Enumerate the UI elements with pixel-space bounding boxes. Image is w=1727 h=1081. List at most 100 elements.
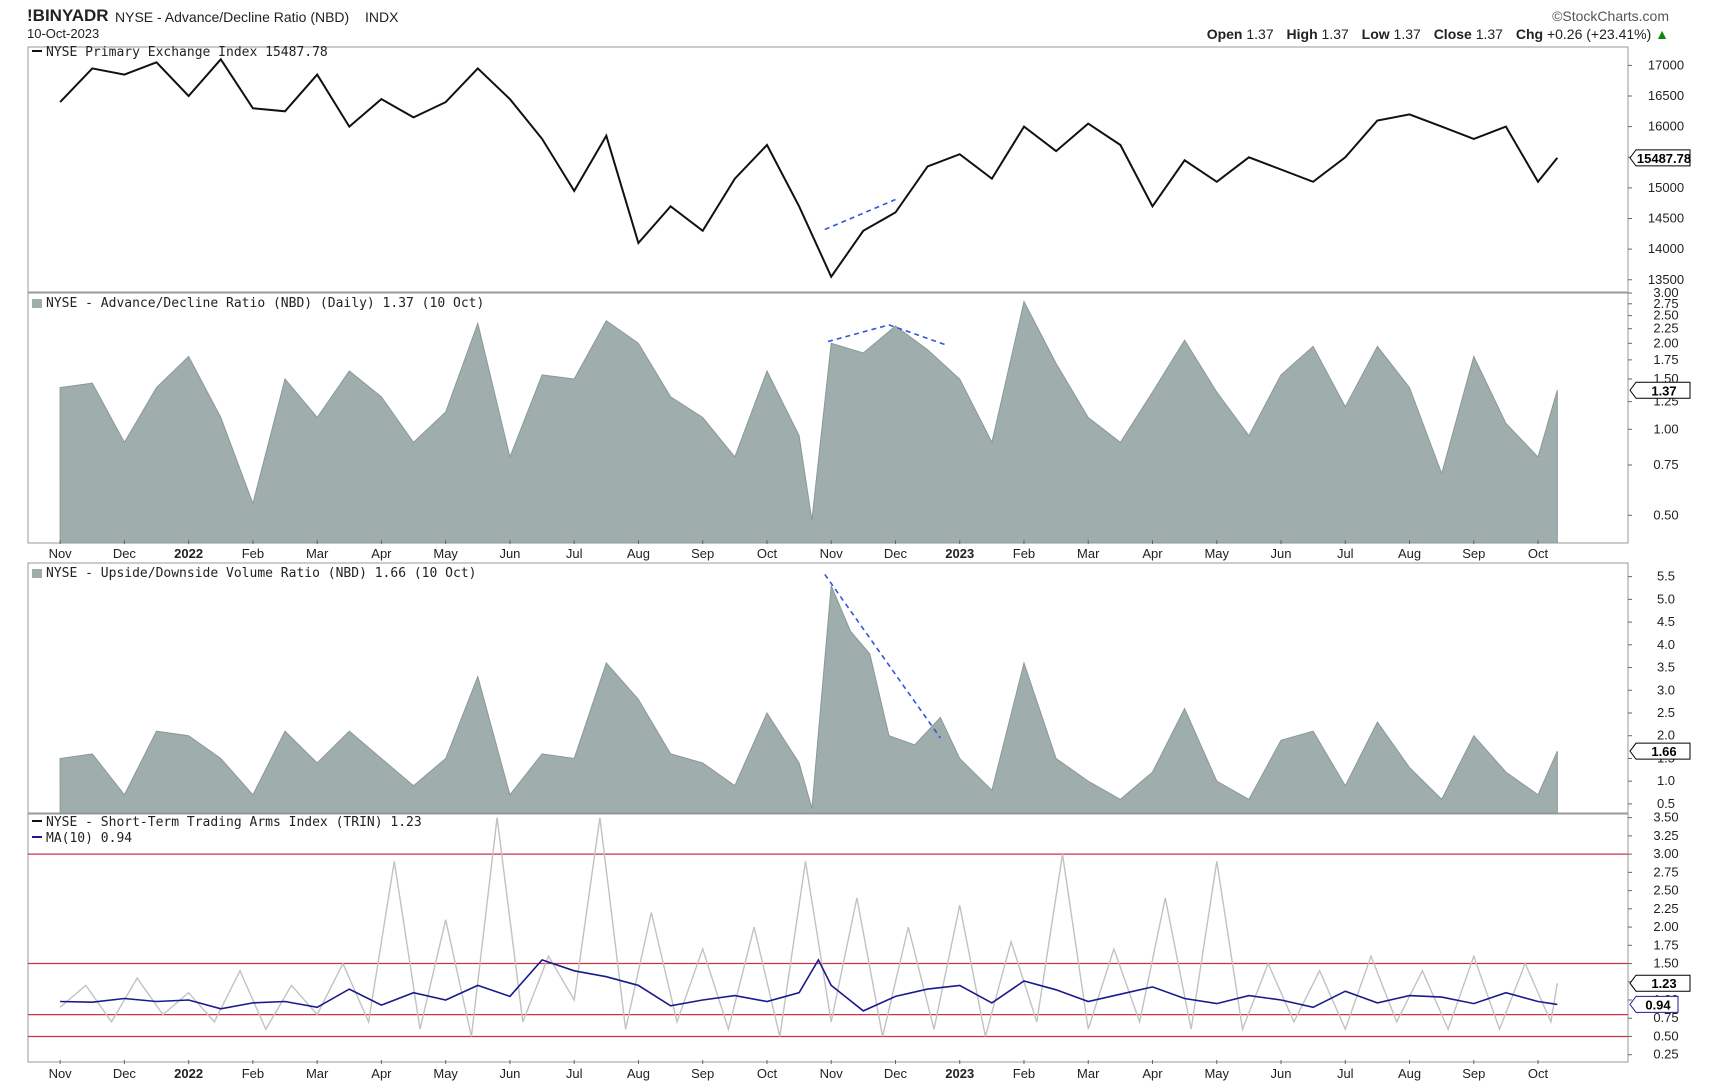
udvr-ytick-label: 5.0 [1657,591,1675,606]
nyse-ytick-label: 14000 [1648,241,1684,256]
udvr-ytick-label: 5.5 [1657,569,1675,584]
nyse-ytick-label: 16000 [1648,119,1684,134]
trin-xtick-label: Jun [1271,1066,1292,1081]
adr-xtick-label: Aug [627,546,650,561]
trin-xtick-label: Mar [306,1066,329,1081]
open-label: Open [1206,26,1243,42]
exchange: INDX [365,9,399,25]
nyse-last-value: 15487.78 [1637,151,1691,166]
trin-xtick-label: Jul [1337,1066,1354,1081]
symbol: !BINYADR [27,6,109,25]
udvr-ytick-label: 2.5 [1657,705,1675,720]
trin-xtick-label: Mar [1077,1066,1100,1081]
trin-xtick-label: Feb [242,1066,264,1081]
trin-ytick-label: 2.75 [1653,864,1678,879]
adr-ytick-label: 0.50 [1653,507,1678,522]
chg-value: +0.26 (+23.41%) [1546,26,1652,42]
trin-xtick-label: Dec [884,1066,908,1081]
trin-ma-last-value: 0.94 [1645,997,1671,1012]
nyse-annotation-trendline [824,198,896,231]
nyse-ytick-label: 14500 [1648,211,1684,226]
trin-xtick-label: May [1204,1066,1229,1081]
trin-last-value-tag: 1.23 [1629,974,1691,992]
trin-raw-line [59,817,1558,1037]
close-value: 1.37 [1475,26,1503,42]
adr-ytick-label: 2.00 [1653,335,1678,350]
adr-xtick-label: Oct [757,546,778,561]
trin-ma-title: MA(10) 0.94 [46,831,132,846]
trin-ma-last-value-box [1629,995,1679,1013]
nyse-title: NYSE Primary Exchange Index 15487.78 [46,45,328,60]
udvr-title: NYSE - Upside/Downside Volume Ratio (NBD… [46,566,476,581]
symbol-description: NYSE - Advance/Decline Ratio (NBD) [115,9,350,25]
adr-xtick-label: Apr [371,546,392,561]
trin-frame [27,813,1629,1063]
udvr-ytick-label: 0.5 [1657,796,1675,811]
udvr-legend-swatch [32,569,42,578]
trin-ytick-label: 2.50 [1653,883,1678,898]
adr-xtick-label: Mar [1077,546,1100,561]
adr-xtick-label: Dec [884,546,908,561]
trin-ytick-label: 0.50 [1653,1028,1678,1043]
low-label: Low [1361,26,1390,42]
udvr-area-series [59,585,1558,814]
nyse-ytick-label: 15000 [1648,180,1684,195]
adr-ytick-label: 3.00 [1653,285,1678,300]
trin-ytick-label: 0.25 [1653,1047,1678,1062]
adr-xtick-label: Sep [1462,546,1485,561]
close-label: Close [1433,26,1472,42]
trin-ma-line [60,958,1558,1012]
trin-ytick-label: 3.25 [1653,828,1678,843]
trin-title: NYSE - Short-Term Trading Arms Index (TR… [46,815,422,830]
nyse-frame [27,46,1629,293]
ohlc-summary: Open 1.37 High 1.37 Low 1.37 Close 1.37 … [1207,26,1669,42]
nyse-last-value-box [1629,149,1691,167]
nyse-ytick-label: 16500 [1648,88,1684,103]
adr-ytick-label: 2.75 [1653,296,1678,311]
adr-ytick-label: 2.50 [1653,308,1678,323]
udvr-ytick-label: 3.5 [1657,660,1675,675]
adr-xtick-label: Feb [242,546,264,561]
udvr-ytick-label: 4.0 [1657,637,1675,652]
udvr-last-value-box [1629,742,1691,760]
adr-ytick-label: 1.00 [1653,421,1678,436]
udvr-ytick-label: 4.5 [1657,614,1675,629]
adr-last-value: 1.37 [1651,383,1676,398]
trin-xtick-label: Jul [566,1066,583,1081]
nyse-ytick-label: 17000 [1648,57,1684,72]
udvr-ytick-label: 3.0 [1657,682,1675,697]
chart-date: 10-Oct-2023 [27,26,100,41]
udvr-last-value: 1.66 [1651,744,1676,759]
high-value: 1.37 [1321,26,1349,42]
adr-xtick-label: Jun [1271,546,1292,561]
adr-xtick-label: 2022 [174,546,203,561]
adr-ytick-label: 1.75 [1653,352,1678,367]
adr-xtick-label: Feb [1013,546,1035,561]
udvr-last-value-tag: 1.66 [1629,742,1691,760]
trin-ytick-label: 2.00 [1653,919,1678,934]
adr-xtick-label: Nov [49,546,73,561]
adr-xtick-label: Jul [566,546,583,561]
trin-last-value: 1.23 [1651,976,1676,991]
trin-xtick-label: 2023 [945,1066,974,1081]
adr-xtick-label: Nov [820,546,844,561]
adr-xtick-label: May [433,546,458,561]
trin-xtick-label: Nov [49,1066,73,1081]
adr-xtick-label: Apr [1142,546,1163,561]
trin-xtick-label: Jun [499,1066,520,1081]
udvr-ytick-label: 2.0 [1657,728,1675,743]
adr-xtick-label: Sep [691,546,714,561]
trin-last-value-box [1629,974,1691,992]
adr-title: NYSE - Advance/Decline Ratio (NBD) (Dail… [46,296,484,311]
adr-ytick-label: 0.75 [1653,457,1678,472]
adr-xtick-label: Mar [306,546,329,561]
trin-xtick-label: Apr [371,1066,392,1081]
trin-xtick-label: Oct [1528,1066,1549,1081]
udvr-annotation-trendline [824,573,942,739]
trin-ytick-label: 0.75 [1653,1010,1678,1025]
open-value: 1.37 [1246,26,1274,42]
nyse-ytick-label: 13500 [1648,272,1684,287]
adr-xtick-label: Oct [1528,546,1549,561]
trin-xtick-label: Oct [757,1066,778,1081]
